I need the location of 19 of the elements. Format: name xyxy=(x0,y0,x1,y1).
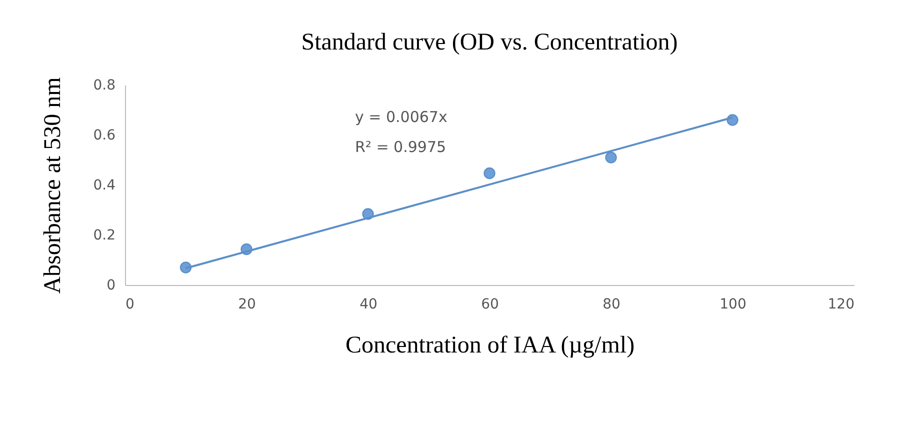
y-tick-label: 0.4 xyxy=(93,178,116,194)
x-tick-label: 80 xyxy=(602,296,620,312)
x-tick-label: 60 xyxy=(481,296,499,312)
y-axis-title: Absorbance at 530 nm xyxy=(40,76,66,294)
x-tick-label: 20 xyxy=(238,296,256,312)
y-tick-label: 0 xyxy=(106,278,116,294)
point xyxy=(605,152,617,164)
point xyxy=(484,167,496,180)
y-tick-label: 0.2 xyxy=(93,228,116,244)
y-tick-label: 0.8 xyxy=(93,78,116,94)
y-tick-label: 0.6 xyxy=(93,128,116,144)
annotation: y = 0.0067x xyxy=(355,108,448,126)
chart-title: Standard curve (OD vs. Concentration) xyxy=(301,30,678,56)
x-tick-label: 100 xyxy=(720,296,746,312)
x-tick-label: 40 xyxy=(360,296,378,312)
x-axis-title: Concentration of IAA (µg/ml) xyxy=(345,332,635,358)
x-tick-label: 120 xyxy=(828,296,854,312)
x-tick-label: 0 xyxy=(126,296,134,312)
annotation: R² = 0.9975 xyxy=(355,138,446,156)
